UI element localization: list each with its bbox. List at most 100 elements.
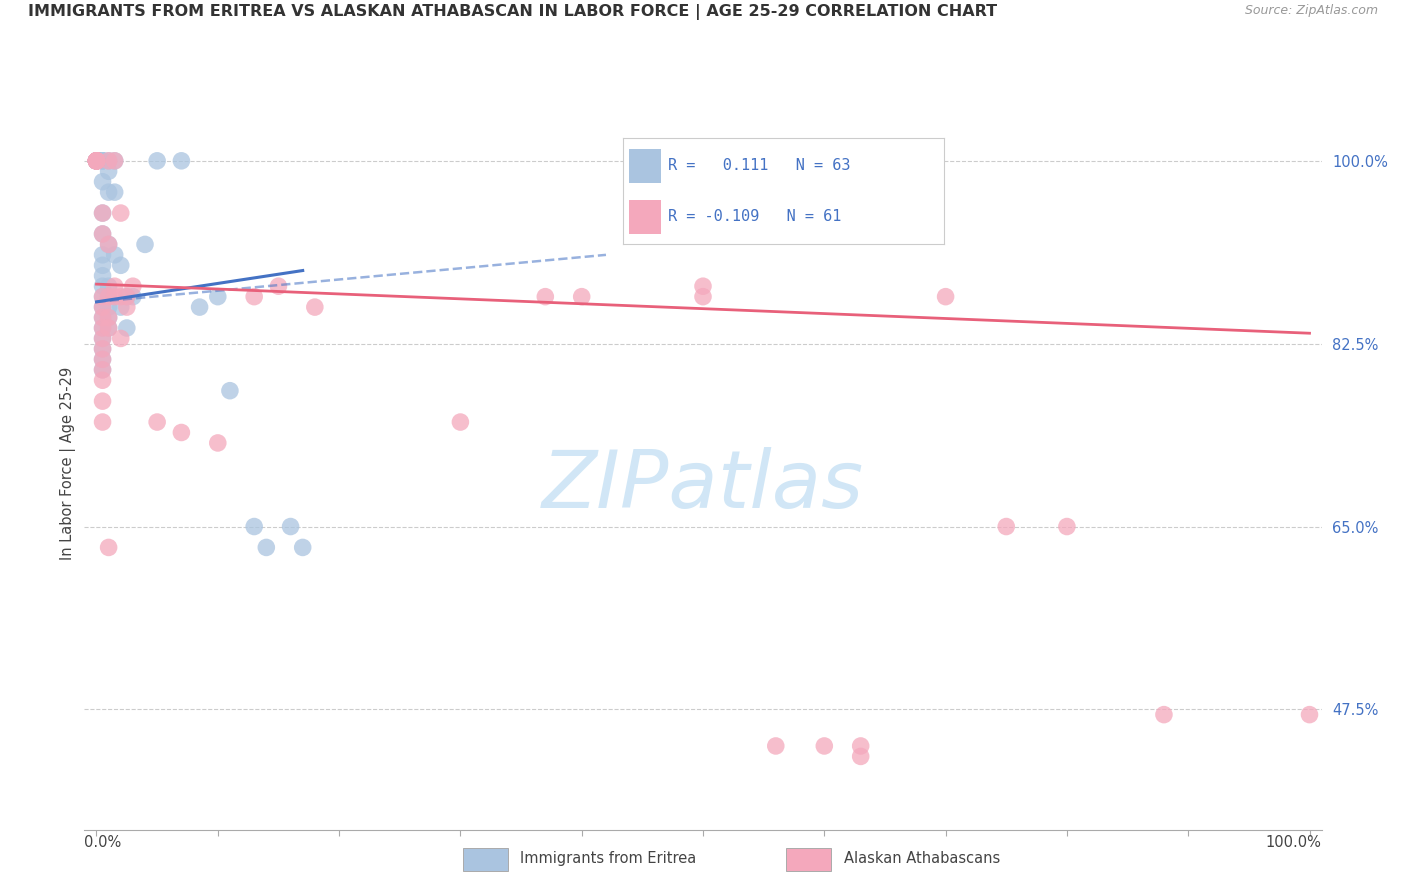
Point [91, 206, 114, 220]
Point [304, 300, 326, 314]
Point [91, 352, 114, 367]
Point [115, 321, 138, 335]
Point [104, 279, 127, 293]
Bar [786, 848, 831, 871]
Point [86, 153, 108, 168]
Point [91, 331, 114, 345]
Point [219, 384, 242, 398]
Point [1056, 519, 1078, 533]
Point [110, 290, 132, 304]
Point [86, 153, 108, 168]
Point [91, 352, 114, 367]
Text: R =   0.111   N = 63: R = 0.111 N = 63 [668, 159, 851, 173]
Text: 0.0%: 0.0% [84, 835, 121, 850]
Point [91, 227, 114, 241]
Point [534, 290, 557, 304]
Point [91, 363, 114, 377]
Point [86, 153, 108, 168]
Text: Alaskan Athabascans: Alaskan Athabascans [844, 852, 1000, 866]
Point [91, 331, 114, 345]
Point [146, 415, 169, 429]
Point [97, 237, 120, 252]
Point [91, 290, 114, 304]
Point [207, 436, 229, 450]
Point [86, 153, 108, 168]
Point [91, 415, 114, 429]
Point [86, 153, 108, 168]
Text: Immigrants from Eritrea: Immigrants from Eritrea [520, 852, 696, 866]
Point [91, 153, 114, 168]
Point [692, 279, 714, 293]
Point [91, 206, 114, 220]
Point [86, 153, 108, 168]
Point [97, 541, 120, 555]
Point [86, 153, 108, 168]
Point [86, 153, 108, 168]
Point [97, 153, 120, 168]
Point [110, 206, 132, 220]
Point [1298, 707, 1320, 722]
Point [91, 248, 114, 262]
Point [110, 331, 132, 345]
Point [935, 290, 957, 304]
Point [91, 227, 114, 241]
Point [1153, 707, 1175, 722]
Point [97, 290, 120, 304]
Point [86, 153, 108, 168]
Point [449, 415, 471, 429]
Point [104, 248, 127, 262]
Point [115, 290, 138, 304]
Point [104, 290, 127, 304]
Point [91, 310, 114, 325]
Text: Source: ZipAtlas.com: Source: ZipAtlas.com [1244, 4, 1378, 18]
Point [86, 153, 108, 168]
Point [91, 153, 114, 168]
Point [91, 300, 114, 314]
Point [97, 290, 120, 304]
Point [849, 739, 872, 753]
Point [207, 290, 229, 304]
Point [291, 541, 314, 555]
Point [170, 425, 193, 440]
Point [91, 321, 114, 335]
Point [995, 519, 1018, 533]
Point [91, 153, 114, 168]
Text: IMMIGRANTS FROM ERITREA VS ALASKAN ATHABASCAN IN LABOR FORCE | AGE 25-29 CORRELA: IMMIGRANTS FROM ERITREA VS ALASKAN ATHAB… [28, 4, 997, 21]
Point [813, 739, 835, 753]
Point [91, 175, 114, 189]
Point [91, 342, 114, 356]
Point [692, 290, 714, 304]
Point [104, 153, 127, 168]
Point [97, 300, 120, 314]
Point [97, 310, 120, 325]
Point [267, 279, 290, 293]
Point [97, 279, 120, 293]
Point [122, 290, 145, 304]
Point [254, 541, 277, 555]
Bar [628, 149, 661, 183]
Text: 100.0%: 100.0% [1265, 835, 1322, 850]
Point [97, 164, 120, 178]
Point [146, 153, 169, 168]
Point [97, 185, 120, 199]
Point [188, 300, 211, 314]
Point [86, 153, 108, 168]
Point [91, 310, 114, 325]
Point [86, 153, 108, 168]
Point [97, 237, 120, 252]
Point [97, 153, 120, 168]
Point [849, 749, 872, 764]
Point [280, 519, 302, 533]
Point [243, 519, 266, 533]
Point [104, 185, 127, 199]
Point [110, 300, 132, 314]
Point [91, 279, 114, 293]
Point [115, 290, 138, 304]
Point [86, 153, 108, 168]
Point [91, 258, 114, 272]
Point [243, 290, 266, 304]
Point [86, 153, 108, 168]
Bar [628, 200, 661, 234]
Point [97, 321, 120, 335]
Point [91, 342, 114, 356]
